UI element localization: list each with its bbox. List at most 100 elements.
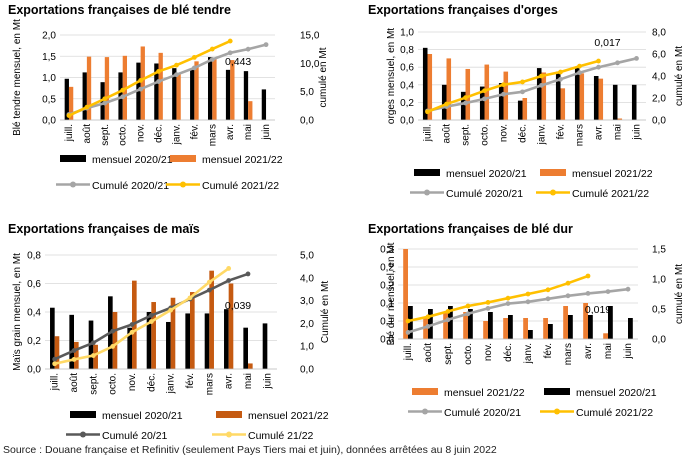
legend-label: mensuel 2020/21 [92,154,173,166]
y2-tick-label: 0,0 [300,365,314,376]
bar-1 [422,47,428,121]
x-tick-label: octo. [463,343,474,365]
series-point [227,38,233,44]
y-tick-label: 0,4 [400,80,414,91]
series-point [605,289,611,294]
series-point [263,42,269,48]
y2-tick-label: 1,0 [652,275,666,286]
legend-swatch [544,388,570,395]
x-tick-label: mars [207,124,218,146]
legend-swatch [60,155,86,162]
y2-tick-label: 4,0 [300,273,314,284]
x-tick-label: nov. [499,124,510,142]
chart-panel-2: Exportations françaises d'orges 0,0 0,2 0,4… [368,3,685,200]
series-point [585,273,591,279]
bar-1 [593,76,599,120]
legend-label: mensuel 2020/21 [102,410,183,422]
bar-1 [185,313,190,369]
bar-2 [465,68,471,120]
x-tick-label: avr. [225,124,236,140]
bar-2 [248,363,253,369]
y2-axis-label: cumulé en Mt [674,264,685,324]
y-tick-label: 0,1 [380,317,394,328]
y-tick-label: 0,1 [380,299,394,310]
y2-tick-label: 0,0 [300,116,314,127]
bar-2 [588,315,593,339]
x-tick-label: fév. [185,373,196,388]
series-point [245,46,251,52]
y2-axis-label: cumulé en Mt [674,46,685,106]
y-axis-label: Blé tendre mensuel, en Mt [12,19,23,136]
series-point [102,100,108,106]
x-tick-label: juin [262,373,273,390]
bar-2 [68,86,74,120]
x-tick-label: fév. [556,124,567,139]
legend-label: mensuel 2021/22 [444,387,525,399]
y-axis-label: Blé dur mensuel, en Mt [386,242,397,345]
bar-2 [560,88,566,120]
bar-1 [69,314,74,369]
series-point [485,306,491,311]
x-tick-label: août [423,343,434,363]
x-tick-label: nov. [127,373,138,391]
bar-2 [104,57,110,120]
series-point [209,46,215,52]
bar-2 [579,73,585,120]
x-tick-label: déc. [518,124,529,143]
series-point [545,287,551,293]
series-point [465,311,471,317]
series-point [52,356,58,362]
bar-2 [230,60,235,120]
y2-tick-label: 8,0 [652,28,666,39]
bar-1 [555,71,561,120]
x-tick-label: mai [243,124,254,140]
x-tick-label: sept. [461,124,472,146]
bar-2 [54,336,60,369]
x-tick-label: janv. [171,124,182,145]
y2-tick-label: 2,0 [652,94,666,105]
series-point [102,96,108,102]
series-point [596,64,601,70]
bar-2 [151,302,156,369]
bar-2 [468,309,473,339]
series-point [558,69,563,75]
bar-1 [498,83,504,120]
series-point [565,293,571,299]
bar-1 [523,318,528,339]
series-point [445,317,451,323]
bar-1 [563,306,568,339]
series-point [577,63,582,69]
series-point [129,322,135,327]
y-tick-label: 0,0 [42,116,56,127]
x-tick-label: juill. [50,373,61,391]
series-point [209,57,215,62]
series-point [585,291,591,296]
x-tick-label: janv. [166,373,177,394]
legend-label: mensuel 2021/22 [572,168,653,180]
bar-2 [541,72,547,120]
bar-2 [598,78,604,120]
y-axis-label: orges mensuel, en Mt [386,28,397,124]
bar-1 [154,63,159,120]
series-point [501,82,506,88]
bar-2 [93,344,98,369]
bar-2 [428,309,433,339]
bar-1 [64,78,69,120]
series-point [138,86,144,92]
y2-tick-label: 0,0 [652,116,666,127]
x-tick-label: octo. [480,124,491,146]
legend-marker [180,181,186,188]
series-point [444,101,449,107]
bar-1 [583,303,588,339]
series-point [463,100,468,106]
legend-marker [554,408,560,415]
data-label: 0,443 [225,56,251,68]
data-label: 0,019 [585,304,611,316]
bar-2 [212,57,217,120]
x-tick-label: avr. [594,124,605,140]
bar-2 [503,71,509,120]
x-tick-label: avr. [583,343,594,359]
series-point [84,104,90,110]
x-tick-label: juin [623,343,634,360]
x-tick-label: août [82,124,93,144]
